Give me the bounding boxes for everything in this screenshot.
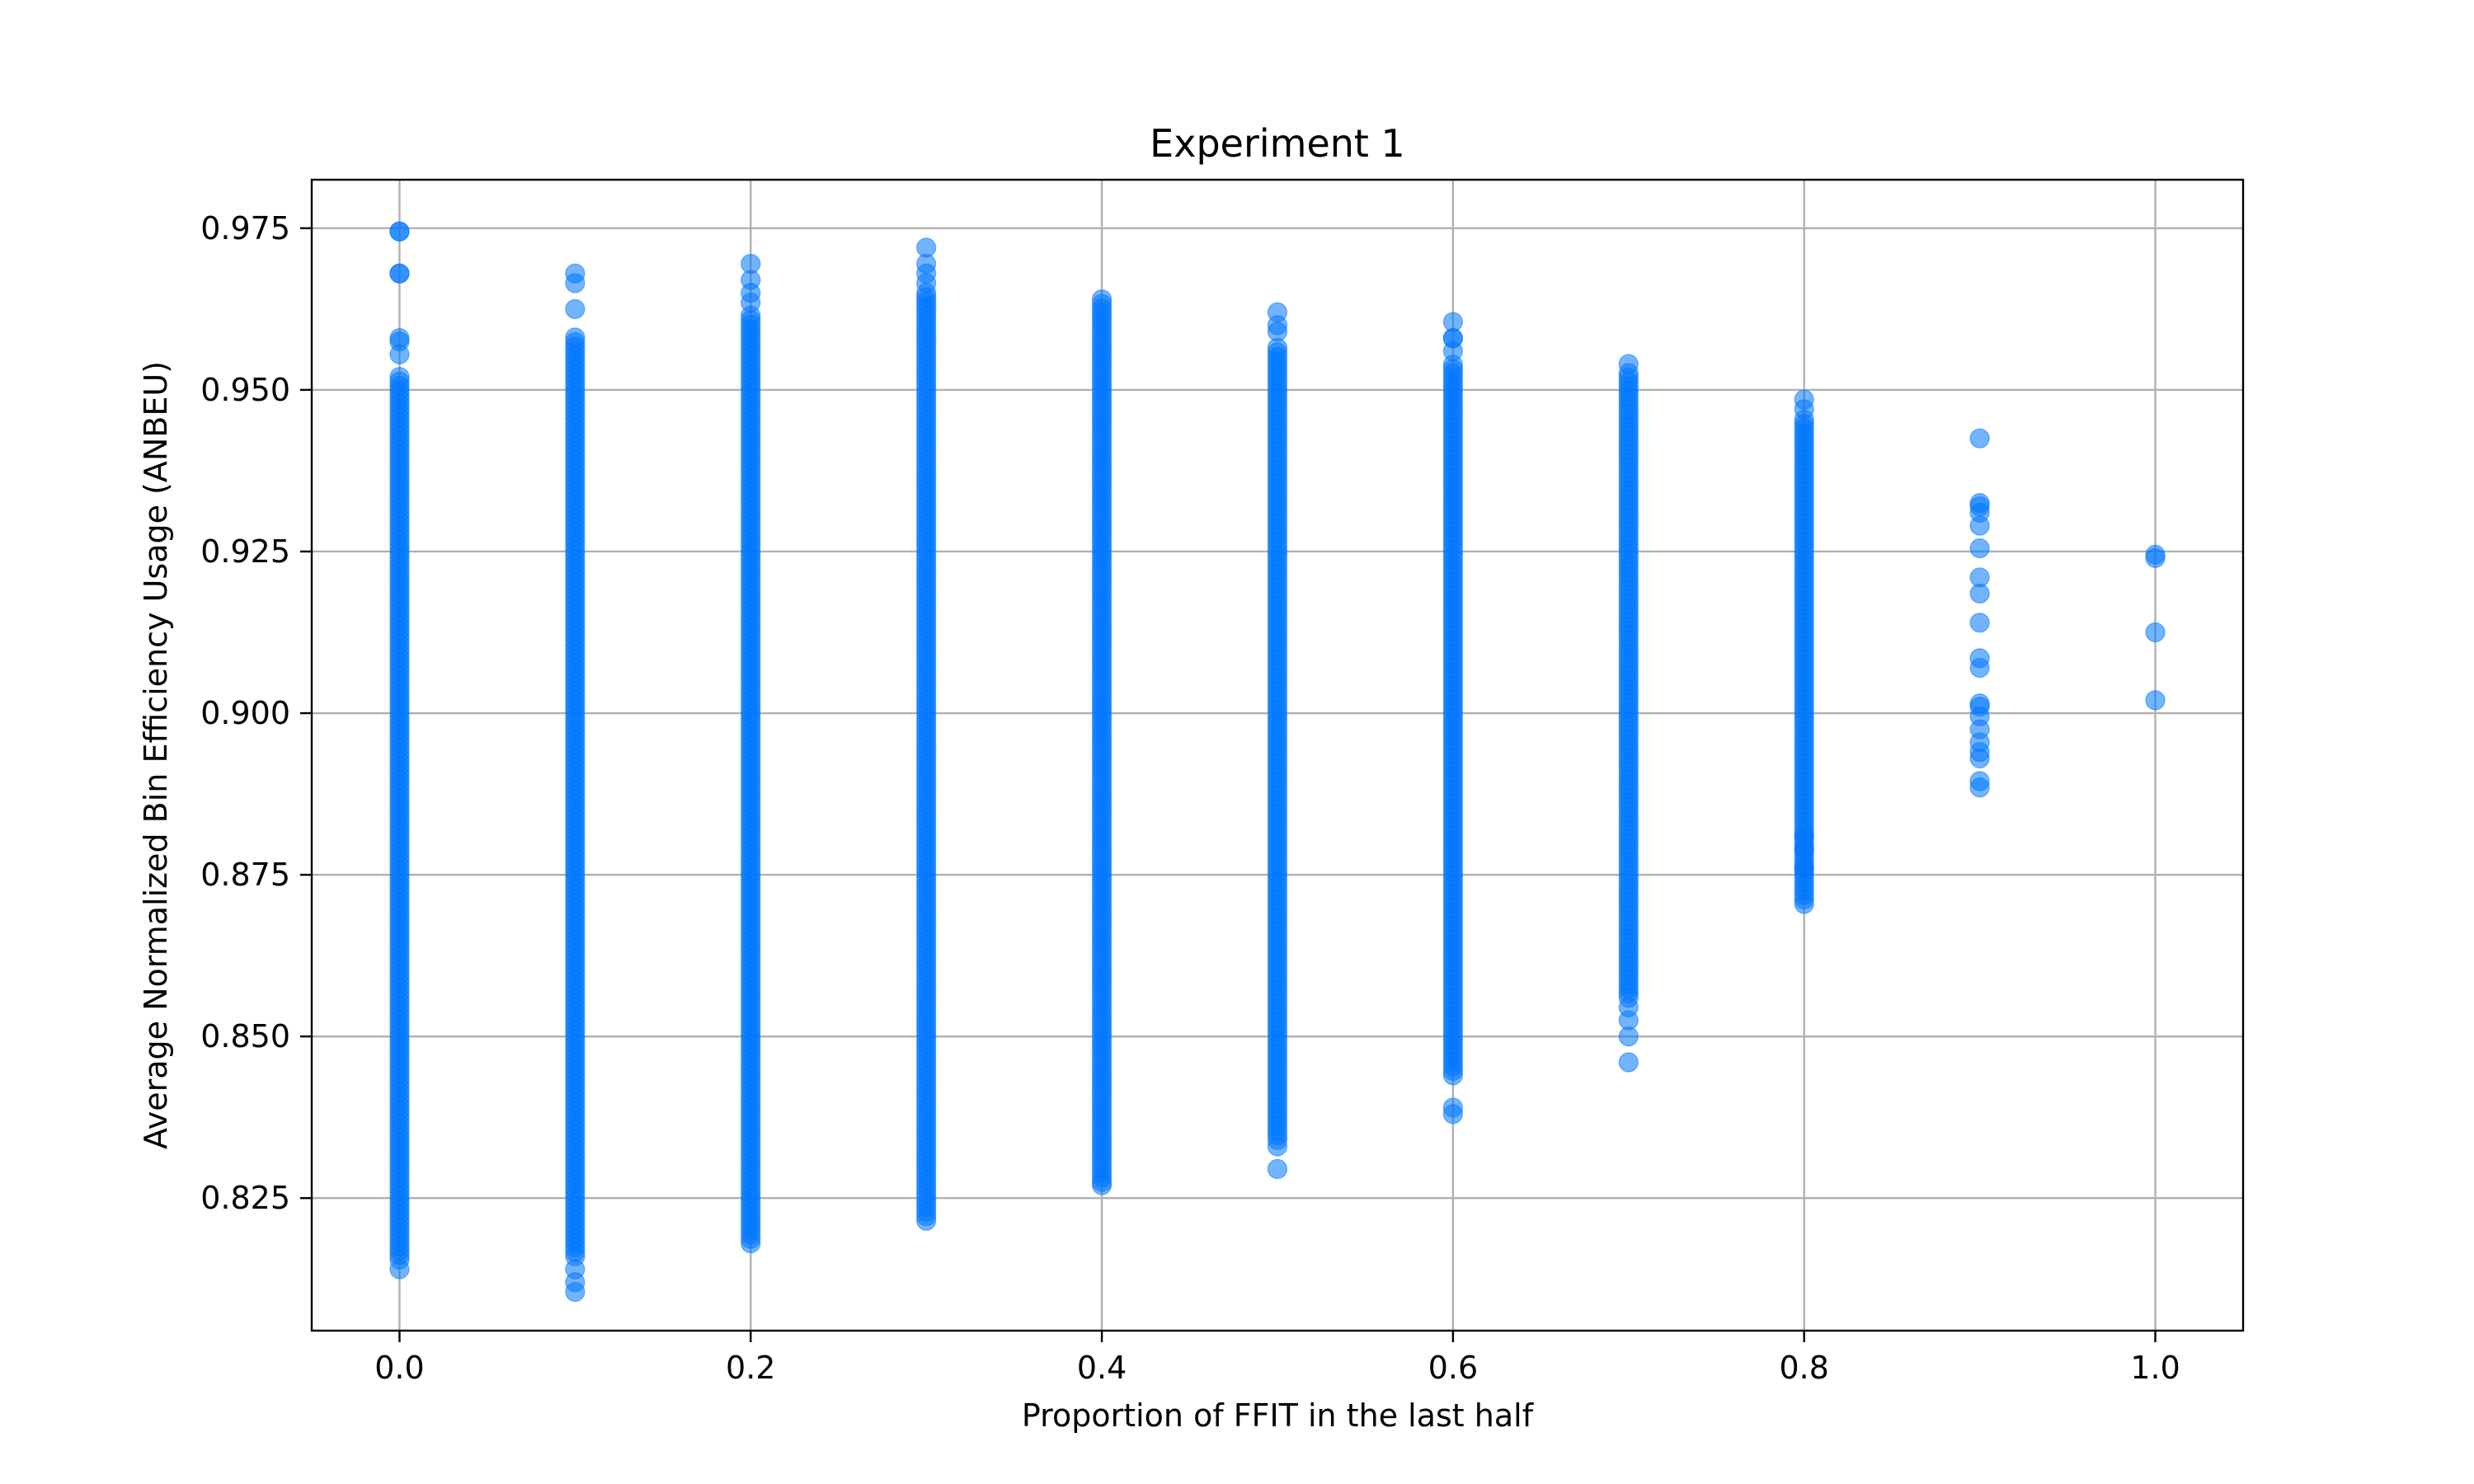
data-point bbox=[1969, 493, 1990, 514]
data-point bbox=[1969, 693, 1990, 714]
data-point bbox=[1091, 1175, 1112, 1195]
data-point bbox=[565, 327, 586, 348]
data-point bbox=[1969, 648, 1990, 669]
x-tick-label: 0.6 bbox=[1428, 1350, 1478, 1386]
data-point bbox=[1267, 1136, 1288, 1157]
y-axis-label: Average Normalized Bin Efficiency Usage … bbox=[138, 361, 174, 1149]
data-point bbox=[1267, 1158, 1288, 1180]
data-point bbox=[389, 263, 410, 284]
data-point bbox=[389, 1259, 410, 1280]
y-tick-label: 0.900 bbox=[200, 695, 290, 731]
data-point bbox=[1794, 825, 1814, 847]
data-point bbox=[1969, 428, 1990, 448]
x-tick-label: 0.8 bbox=[1780, 1350, 1829, 1386]
data-point bbox=[1794, 389, 1814, 410]
data-point bbox=[1969, 567, 1990, 588]
data-point bbox=[565, 298, 586, 319]
y-tick-label: 0.875 bbox=[200, 857, 290, 893]
data-point bbox=[741, 253, 761, 275]
data-point bbox=[1969, 538, 1990, 559]
x-tick-label: 0.4 bbox=[1077, 1350, 1126, 1386]
data-point bbox=[1442, 312, 1464, 332]
data-point bbox=[1091, 289, 1112, 310]
y-tick-label: 0.850 bbox=[200, 1018, 290, 1054]
y-tick-label: 0.950 bbox=[200, 372, 290, 408]
y-tick-label: 0.925 bbox=[200, 533, 290, 570]
data-point bbox=[565, 263, 586, 284]
data-points bbox=[389, 221, 2166, 1303]
plot-frame bbox=[310, 178, 2245, 1332]
data-point bbox=[1794, 858, 1814, 879]
data-point bbox=[389, 367, 410, 387]
data-point bbox=[916, 237, 937, 258]
data-point bbox=[389, 221, 410, 242]
data-point bbox=[1442, 1097, 1464, 1118]
data-point bbox=[1969, 771, 1990, 791]
data-point bbox=[2145, 622, 2166, 643]
y-tick-label: 0.825 bbox=[200, 1180, 290, 1216]
data-point bbox=[1618, 1052, 1639, 1073]
data-point bbox=[2145, 690, 2166, 711]
data-point bbox=[2145, 544, 2166, 565]
x-tick-label: 0.0 bbox=[374, 1350, 424, 1386]
data-point bbox=[1267, 302, 1288, 322]
data-point bbox=[389, 328, 410, 349]
data-point bbox=[1969, 613, 1990, 633]
data-point bbox=[1618, 997, 1639, 1017]
x-axis-label: Proportion of FFIT in the last half bbox=[1022, 1397, 1535, 1434]
x-tick-label: 0.2 bbox=[726, 1350, 775, 1386]
chart-title: Experiment 1 bbox=[1150, 121, 1405, 166]
data-point bbox=[565, 1259, 586, 1280]
axis-ticks: 0.0 0.2 0.4 0.6 0.8 1.0 0.825 0.850 0.875 0.900 0.… bbox=[200, 210, 2180, 1386]
x-tick-label: 1.0 bbox=[2130, 1350, 2180, 1386]
y-tick-label: 0.975 bbox=[200, 210, 290, 247]
data-point bbox=[1618, 354, 1639, 374]
